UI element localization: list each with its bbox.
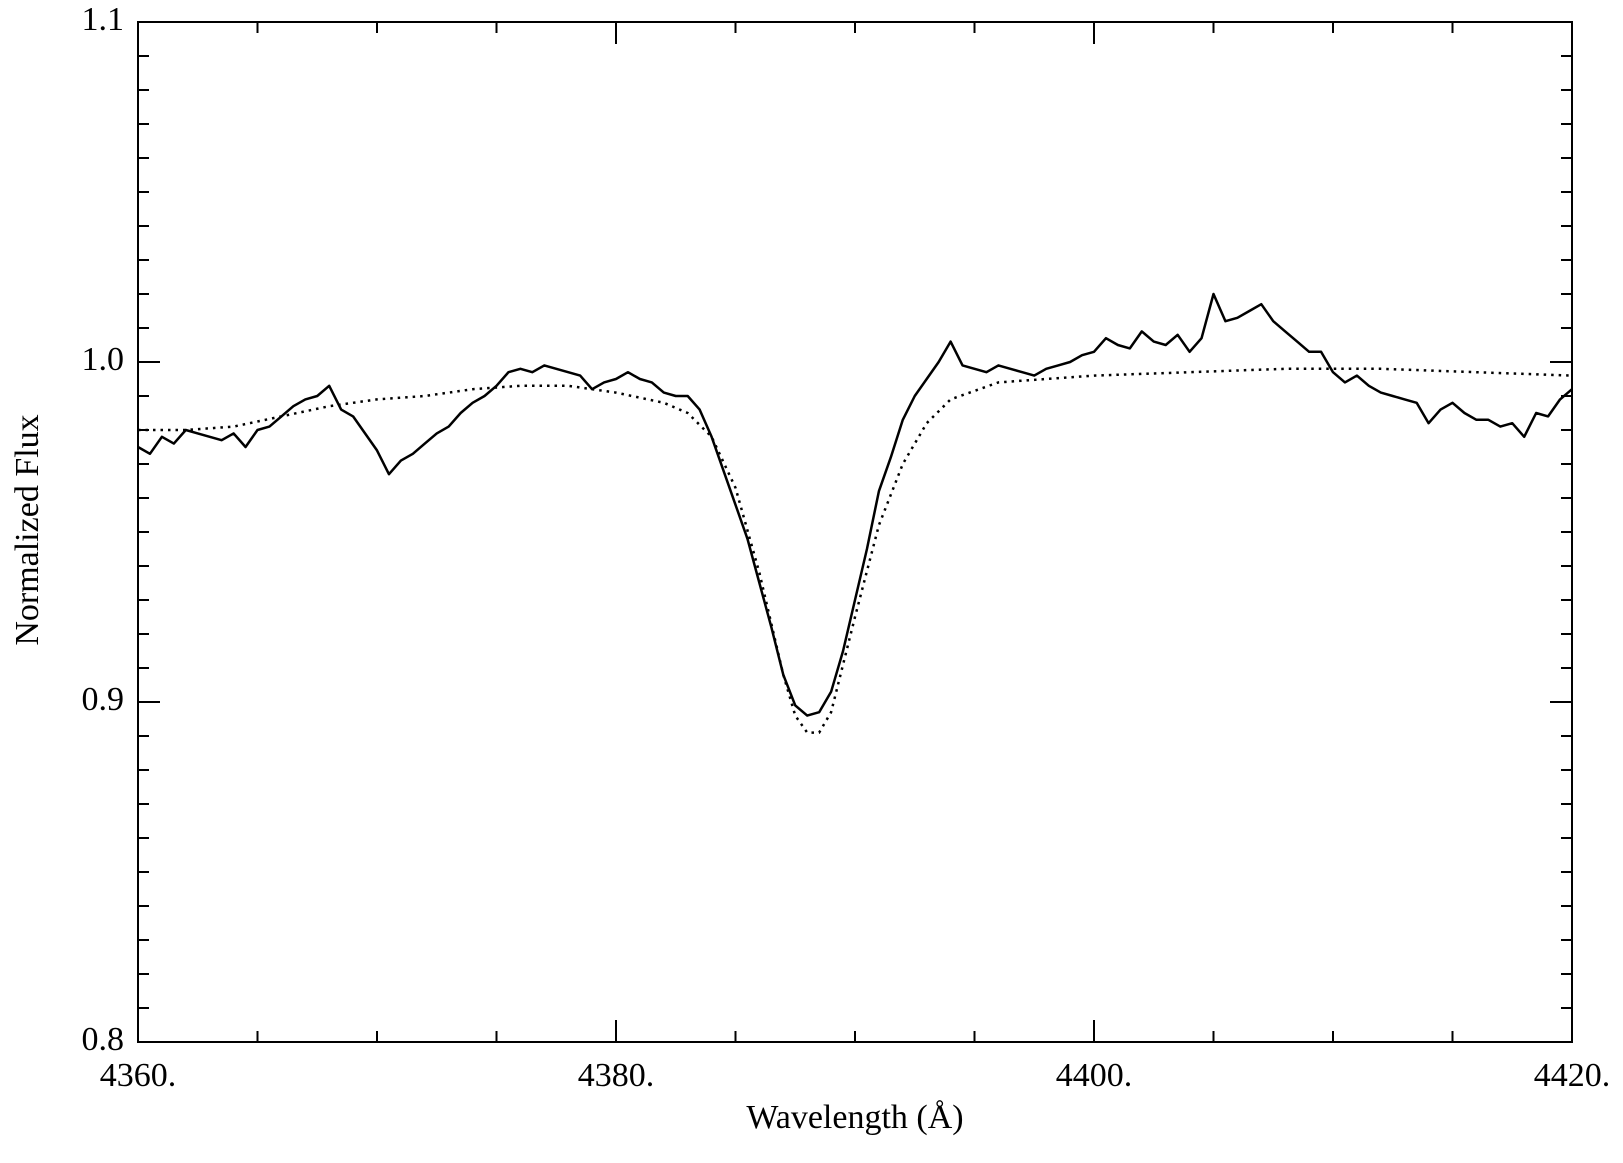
x-tick-label: 4360.: [100, 1057, 177, 1094]
x-tick-label: 4400.: [1056, 1057, 1133, 1094]
x-tick-label: 4420.: [1534, 1057, 1611, 1094]
model-line: [138, 367, 1573, 734]
y-tick-label: 1.0: [82, 341, 125, 378]
y-tick-label: 1.1: [82, 1, 125, 38]
y-tick-label: 0.8: [82, 1021, 125, 1058]
y-axis-label: Normalized Flux: [9, 414, 46, 645]
spectrum-line: [137, 292, 1573, 717]
x-axis-label: Wavelength (Å): [746, 1099, 963, 1136]
y-tick-label: 0.9: [82, 681, 125, 718]
x-tick-label: 4380.: [578, 1057, 655, 1094]
plot-frame: [137, 21, 1573, 1043]
